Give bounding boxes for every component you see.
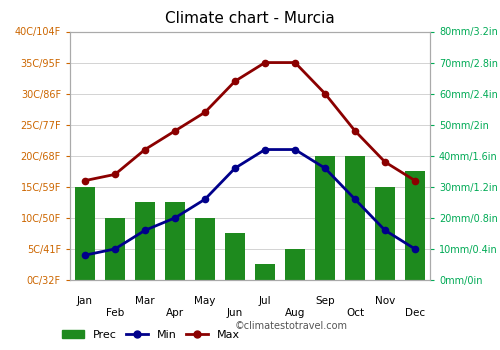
- Text: Aug: Aug: [285, 308, 305, 318]
- Bar: [256, 265, 275, 280]
- Text: Jan: Jan: [77, 295, 93, 306]
- Text: Apr: Apr: [166, 308, 184, 318]
- Text: Feb: Feb: [106, 308, 124, 318]
- Text: Dec: Dec: [405, 308, 425, 318]
- Text: ©climatestotravel.com: ©climatestotravel.com: [235, 321, 348, 331]
- Text: May: May: [194, 295, 216, 306]
- Text: Jul: Jul: [258, 295, 272, 306]
- Bar: [345, 156, 365, 280]
- Bar: [285, 249, 305, 280]
- Bar: [135, 202, 155, 280]
- Bar: [75, 187, 95, 280]
- Text: Jun: Jun: [227, 308, 243, 318]
- Bar: [375, 187, 395, 280]
- Title: Climate chart - Murcia: Climate chart - Murcia: [165, 11, 335, 26]
- Text: Mar: Mar: [135, 295, 155, 306]
- Text: Sep: Sep: [315, 295, 335, 306]
- Bar: [316, 156, 335, 280]
- Bar: [105, 218, 125, 280]
- Text: Nov: Nov: [375, 295, 395, 306]
- Legend: Prec, Min, Max: Prec, Min, Max: [58, 325, 244, 344]
- Bar: [195, 218, 215, 280]
- Bar: [225, 233, 245, 280]
- Text: Oct: Oct: [346, 308, 364, 318]
- Bar: [165, 202, 185, 280]
- Bar: [405, 171, 425, 280]
